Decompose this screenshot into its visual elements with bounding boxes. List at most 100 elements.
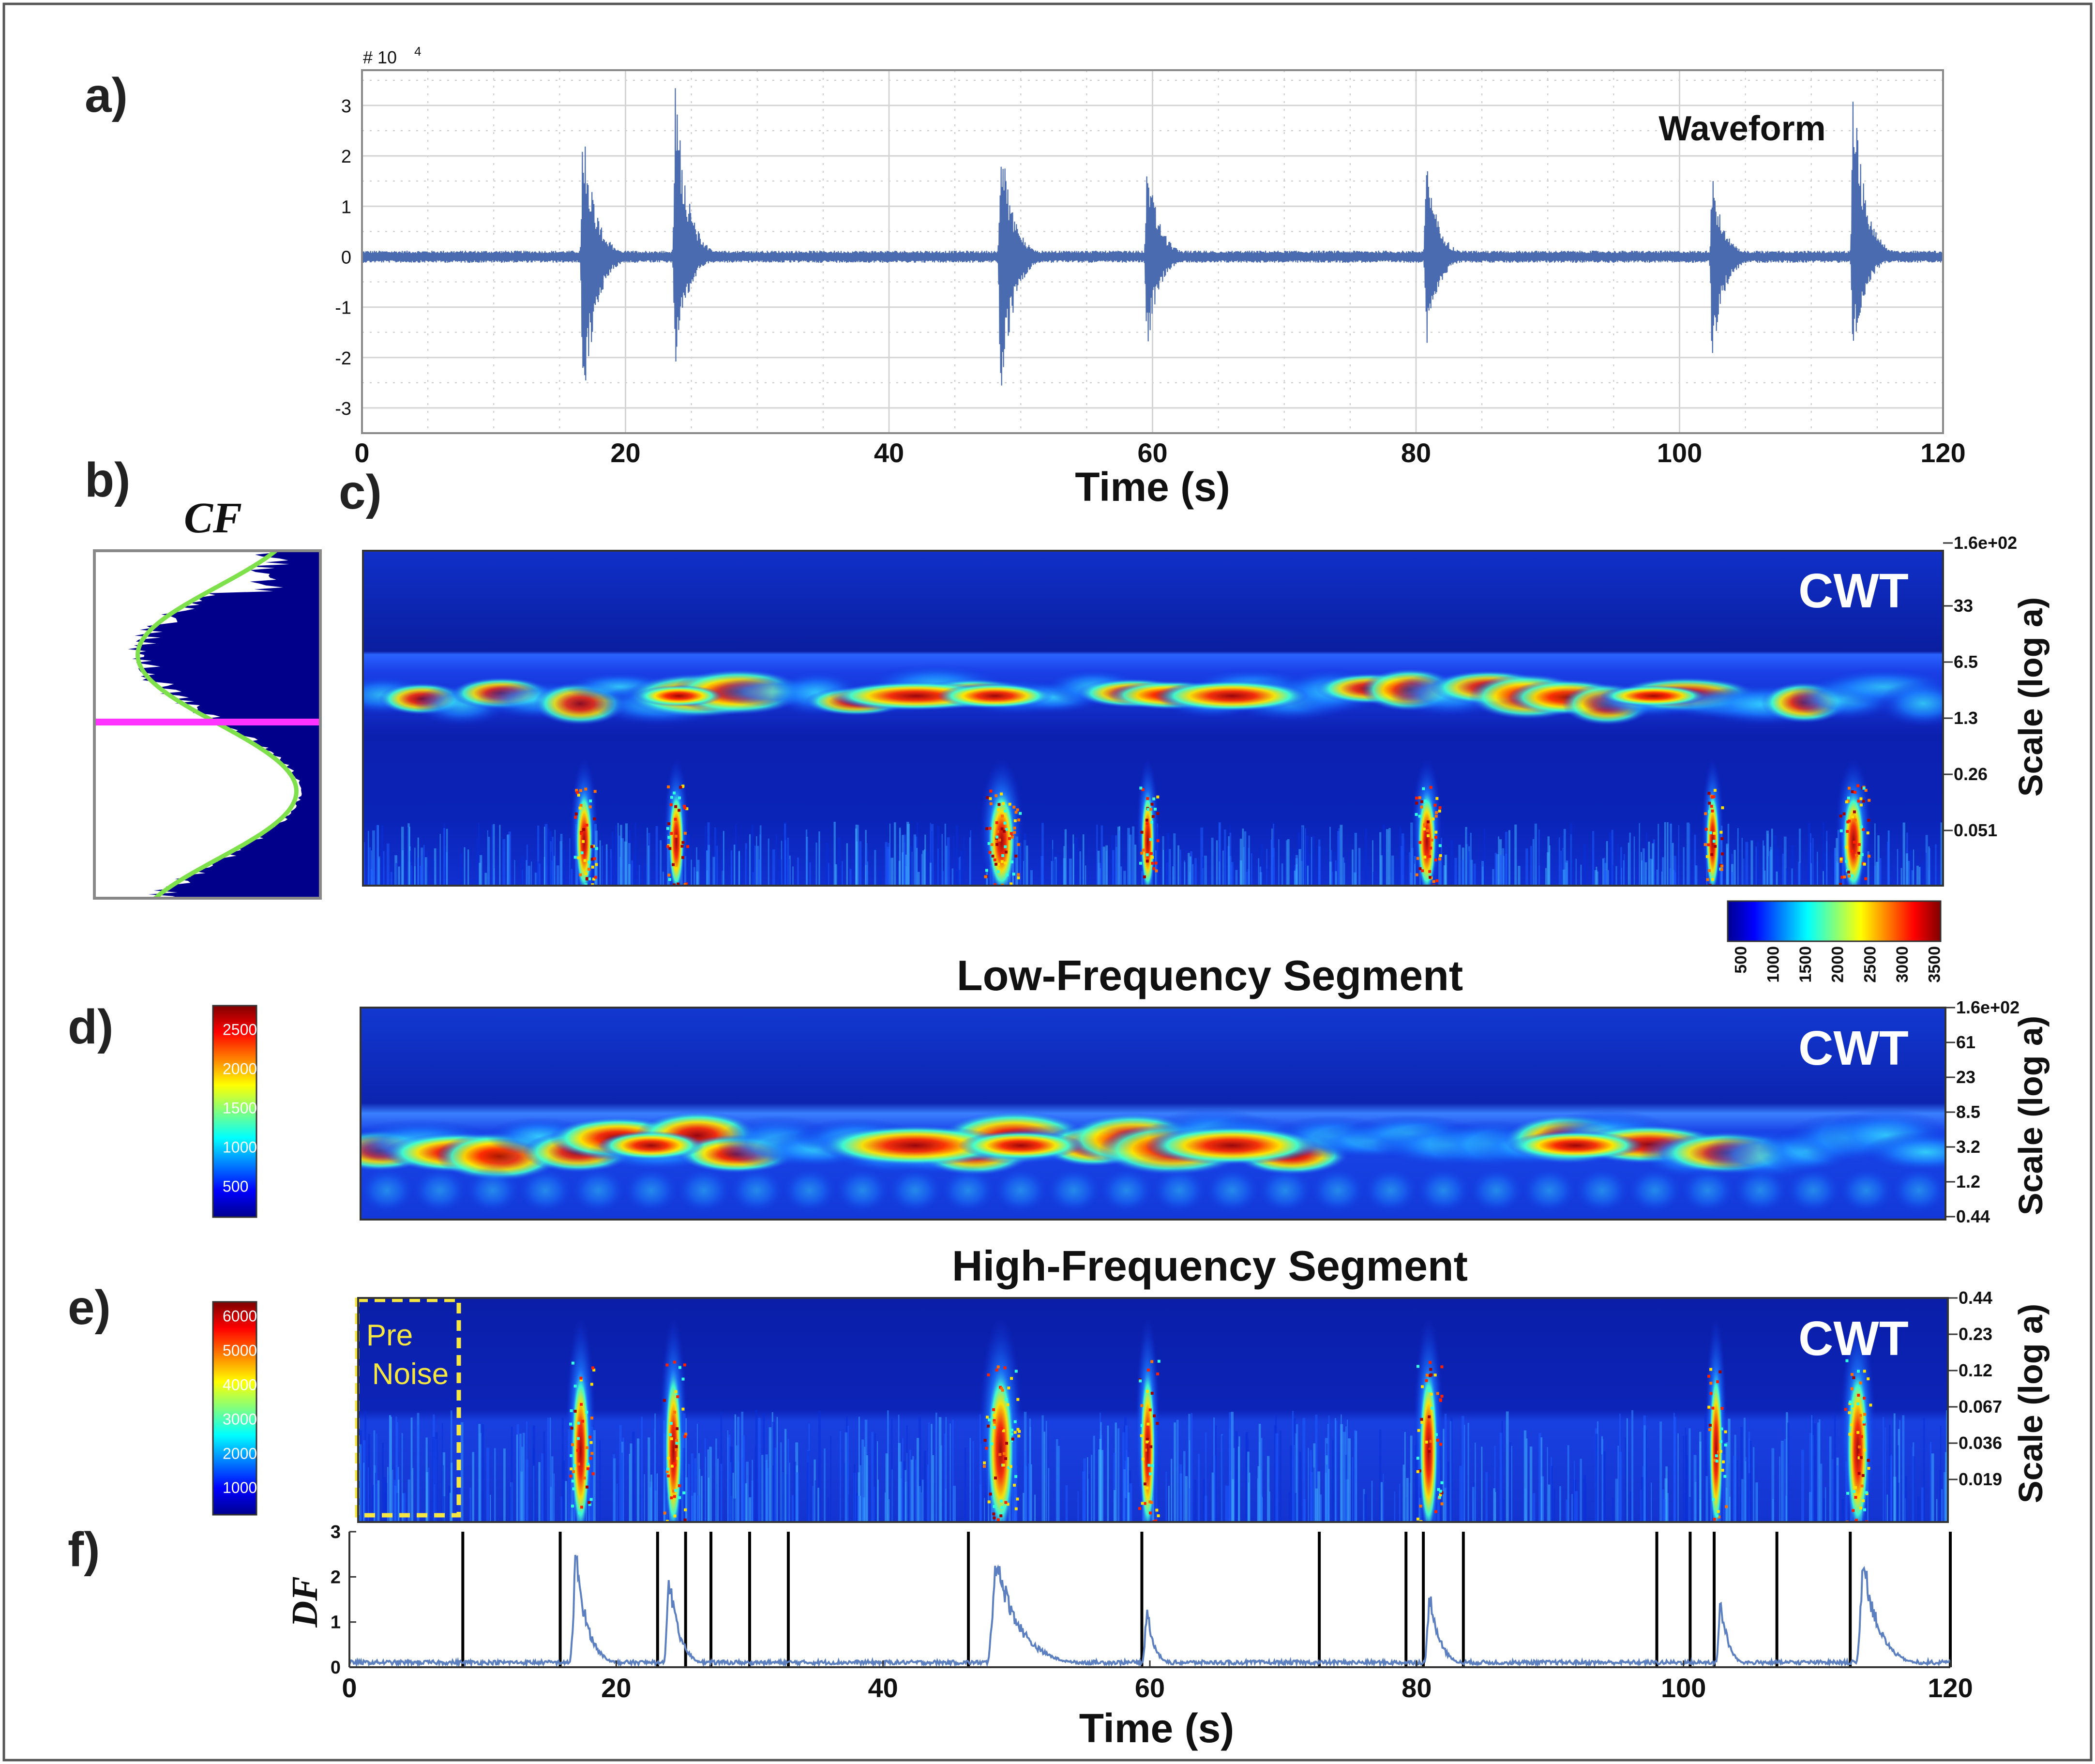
cwt-hf-streak [487,837,490,886]
cwt-hf-streak [904,834,906,886]
low-frequency-ytick-label: 23 [1956,1067,1975,1087]
cwt-band-peak [635,685,723,707]
high-frequency-streak [1493,1488,1495,1522]
cwt-hf-streak [815,842,817,886]
high-frequency-streak [469,1488,471,1522]
high-frequency-streak [1485,1472,1488,1522]
high-frequency-event-core [571,1364,590,1523]
high-frequency-event-speckle [1147,1463,1151,1467]
high-frequency-streak [359,1444,362,1522]
high-frequency-event-speckle [993,1414,996,1417]
cwt-hf-streak [916,848,918,886]
cwt-hf-streak [1733,850,1736,886]
high-frequency-streak [391,1417,392,1522]
high-frequency-streak [1617,1446,1619,1522]
high-frequency-streak [432,1437,435,1522]
high-frequency-streak [1093,1435,1095,1522]
cwt-hf-streak [1768,856,1769,886]
cwt-hf-streak [1248,835,1250,886]
high-frequency-event-speckle [1717,1450,1720,1454]
cwt-event-speckle [1429,786,1432,789]
cwt-hf-streak [1040,856,1044,886]
cwt-hf-streak [1817,852,1818,886]
cwt-hf-streak [1096,824,1098,886]
high-frequency-streak [769,1427,772,1522]
high-frequency-streak [891,1419,893,1522]
high-frequency-streak [1784,1439,1786,1522]
cwt-event-speckle [673,791,676,795]
high-frequency-streak [736,1445,738,1522]
cwt-hf-streak [434,848,437,886]
cwt-event-speckle [1846,820,1850,824]
cwt-hf-streak [1352,849,1354,886]
high-frequency-event-speckle [1437,1488,1440,1491]
cwt-hf-streak [1620,847,1622,886]
high-frequency-event-speckle [1431,1406,1434,1410]
high-frequency-streak [1098,1449,1101,1522]
high-frequency-streak [824,1448,826,1522]
cwt-hf-streak [1726,844,1729,886]
cwt-hf-streak [1530,845,1532,886]
high-frequency-event-speckle [674,1489,678,1492]
cwt-hf-streak [1438,855,1441,886]
cwt-ylabel: Scale (log a) [2012,597,2050,797]
high-frequency-streak [1165,1472,1167,1522]
cwt-hf-streak [1628,843,1629,886]
cwt-hf-streak [1608,870,1609,886]
high-frequency-streak [945,1417,947,1522]
low-frequency-colorbar-tick-label: 500 [223,1177,248,1195]
cwt-event-speckle [577,856,580,859]
cwt-hf-streak [372,859,375,886]
cwt-event-speckle [1426,829,1429,832]
cwt-hf-streak [1823,822,1824,886]
df-xtick-label: 40 [868,1673,898,1703]
cwt-event-speckle [669,803,673,806]
cwt-hf-streak [779,859,782,886]
high-frequency-streak [1506,1411,1509,1522]
cwt-hf-streak [749,834,751,886]
high-frequency-event-speckle [665,1363,669,1367]
high-frequency-streak [1406,1478,1409,1522]
high-frequency-streak [629,1454,631,1522]
cwt-event-speckle [1139,786,1143,790]
high-frequency-streak [1813,1423,1816,1522]
cwt-event-speckle [1017,873,1020,876]
cwt-event-speckle [674,805,678,808]
high-frequency-streak [817,1488,819,1522]
cwt-hf-streak [1025,845,1028,886]
cwt-hf-streak [693,867,695,886]
high-frequency-event-speckle [675,1445,678,1448]
cwt-hf-streak [1615,866,1617,886]
cwt-hf-streak [855,825,858,886]
high-frequency-event-speckle [1867,1467,1870,1470]
waveform-trace [361,88,1944,386]
high-frequency-event-speckle [1143,1502,1146,1505]
cwt-hf-streak [1496,854,1499,886]
cwt-hf-streak [526,860,528,886]
cwt-hf-streak [909,846,913,886]
high-frequency-event-speckle [1709,1368,1713,1371]
low-frequency-lower-ripple [1203,1166,1262,1215]
high-frequency-streak [1269,1492,1270,1522]
high-frequency-streak [1313,1467,1315,1522]
high-frequency-streak [931,1424,933,1522]
cwt-hf-streak [1340,825,1343,886]
panel-label-a: a) [85,68,128,122]
cwt-event-speckle [678,796,681,799]
cwt-event-speckle [997,808,1000,811]
high-frequency-streak [1117,1428,1120,1522]
cwt-event-speckle [681,785,684,788]
high-frequency-streak [1174,1422,1176,1522]
high-frequency-streak [1743,1417,1746,1522]
low-frequency-lower-ripple [1467,1166,1526,1215]
waveform-xtick-label: 100 [1657,437,1702,468]
cwt-colorbar-tick-label: 2500 [1861,946,1879,983]
high-frequency-streak [1566,1499,1567,1522]
cwt-event-speckle [1002,802,1005,805]
high-frequency-event-speckle [1416,1457,1419,1460]
low-frequency-lower-ripple [1678,1166,1737,1215]
cwt-hf-streak [1229,832,1232,886]
high-frequency-streak [1755,1482,1758,1522]
high-frequency-streak [984,1498,985,1522]
cwt-hf-streak [1450,840,1453,886]
